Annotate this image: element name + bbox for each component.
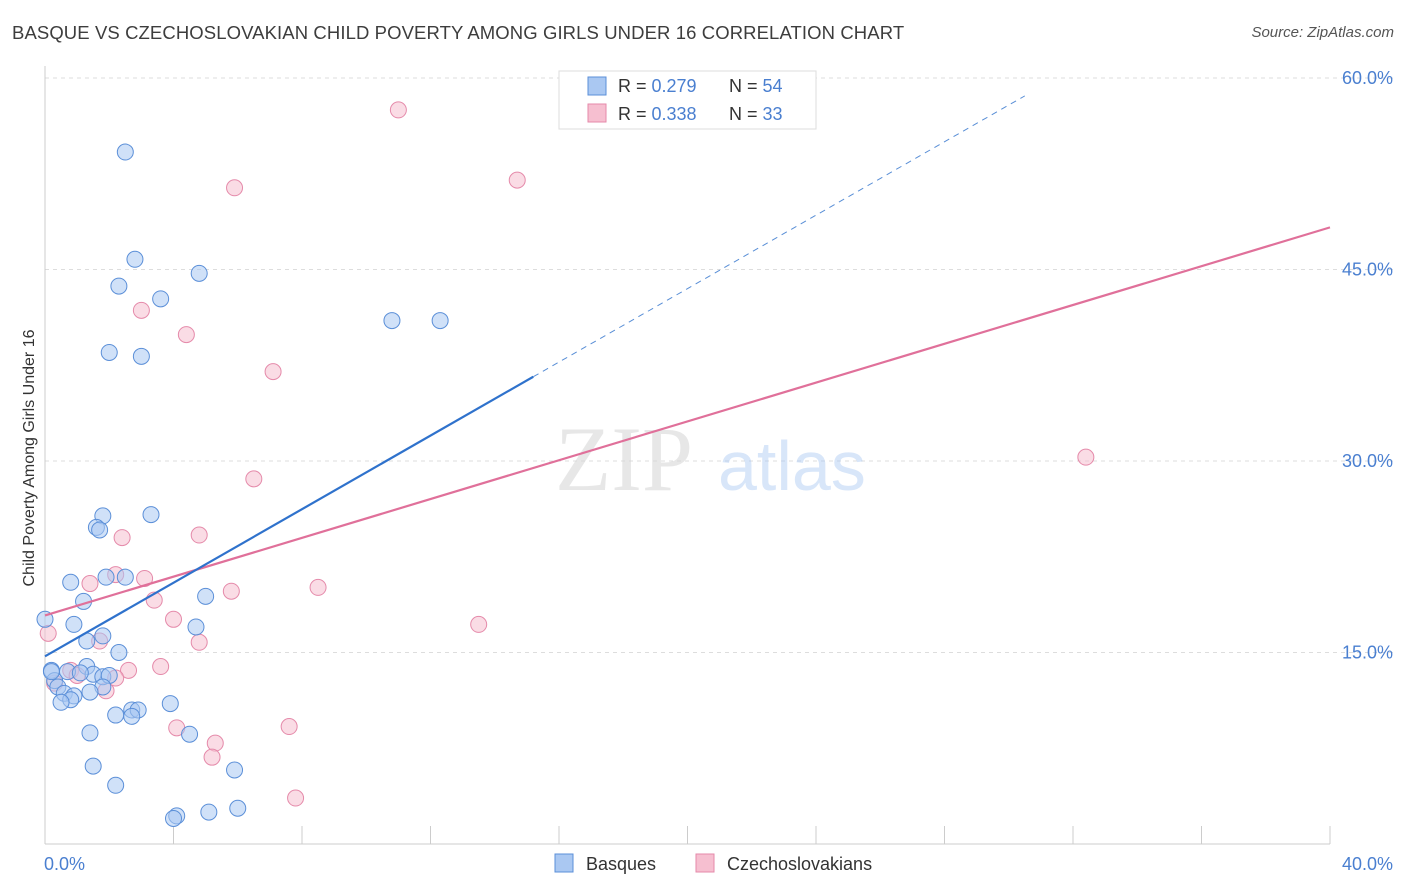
czechoslovakians-point [152, 658, 170, 676]
czechoslovakians-point [226, 179, 244, 197]
basques-point [126, 250, 144, 268]
x-tick-label: 40.0% [1342, 854, 1393, 874]
basques-point [132, 347, 150, 365]
svg-text:N = 33: N = 33 [729, 104, 783, 124]
y-tick-label: 30.0% [1342, 451, 1393, 471]
legend-swatch-czechoslovakians [587, 103, 607, 123]
czechoslovakians-point [132, 301, 150, 319]
czechoslovakians-point [203, 748, 221, 766]
czechoslovakians-point [222, 582, 240, 600]
watermark-zip: ZIP [555, 408, 693, 510]
basques-point [200, 803, 218, 821]
basques-point [52, 693, 70, 711]
basques-point [71, 664, 89, 682]
y-tick-label: 15.0% [1342, 643, 1393, 663]
series-legend-swatch-basques [554, 853, 574, 873]
tick-labels: 15.0% 30.0% 45.0% 60.0% 0.0% 40.0% [44, 68, 1393, 874]
czechoslovakians-point [470, 615, 488, 633]
basques-trendline [44, 375, 534, 658]
legend-n-label-czechoslovakians: N = [729, 104, 763, 124]
y-axis-label: Child Poverty Among Girls Under 16 [21, 329, 38, 586]
y-tick-label: 45.0% [1342, 260, 1393, 280]
basques-point [65, 615, 83, 633]
series-legend-swatch-czechoslovakians [695, 853, 715, 873]
basques-point [190, 264, 208, 282]
watermark: ZIP atlas [555, 408, 866, 510]
basques-point [116, 568, 134, 586]
legend-n-label-basques: N = [729, 76, 763, 96]
czechoslovakians-point [177, 326, 195, 344]
basques-point [197, 587, 215, 605]
basques-point [229, 799, 247, 817]
watermark-atlas: atlas [718, 427, 866, 505]
czechoslovakians-point [39, 624, 57, 642]
czechoslovakians-point [81, 575, 99, 593]
czechoslovakians-trendline [44, 226, 1331, 617]
czechoslovakians-point [165, 610, 182, 628]
czechoslovakians-point [280, 718, 298, 736]
basques-point [181, 725, 199, 743]
svg-text:N = 54: N = 54 [729, 76, 783, 96]
basques-point [94, 627, 112, 645]
y-tick-label: 60.0% [1342, 68, 1393, 88]
source-label: Source: ZipAtlas.com [1251, 24, 1394, 41]
basques-point [431, 312, 449, 330]
basques-point [100, 343, 118, 361]
legend-r-label-basques: R = [618, 76, 652, 96]
basques-point [81, 724, 99, 742]
czechoslovakians-point [206, 734, 224, 752]
czechoslovakians-point [389, 101, 407, 119]
basques-point [187, 618, 205, 636]
basques-point [383, 312, 401, 330]
czechoslovakians-point [120, 661, 138, 679]
series-legend: Basques Czechoslovakians [554, 853, 872, 874]
x-tick-label: 0.0% [44, 854, 85, 874]
legend-n-value-czechoslovakians: 33 [763, 104, 783, 124]
svg-text:R = 0.279: R = 0.279 [618, 76, 697, 96]
basques-point [116, 143, 134, 161]
czechoslovakians-point [245, 470, 263, 488]
stats-legend: R = 0.279 N = 54 R = 0.338 N = 33 [558, 70, 817, 130]
basques-point [107, 776, 125, 794]
czechoslovakians-point [264, 363, 282, 381]
basques-point [110, 644, 128, 661]
series-legend-label-basques: Basques [586, 854, 656, 874]
basques-point [142, 506, 160, 524]
series-legend-label-czechoslovakians: Czechoslovakians [727, 854, 872, 874]
czechoslovakians-point [1077, 448, 1095, 466]
czechoslovakians-point [113, 529, 131, 547]
basques-point [110, 277, 128, 295]
basques-point [165, 809, 182, 827]
basques-point [81, 683, 99, 701]
czechoslovakians-point [508, 171, 526, 189]
basques-point [97, 568, 115, 586]
basques-point [152, 290, 170, 308]
basques-point [161, 695, 179, 713]
basques-point [226, 761, 244, 779]
basques-point [123, 707, 141, 725]
chart-title: BASQUE VS CZECHOSLOVAKIAN CHILD POVERTY … [12, 22, 905, 43]
basques-point [91, 521, 109, 539]
czechoslovakians-point [190, 633, 208, 651]
svg-text:R = 0.338: R = 0.338 [618, 104, 697, 124]
trendlines [44, 95, 1331, 658]
legend-r-label-czechoslovakians: R = [618, 104, 652, 124]
legend-r-value-czechoslovakians: 0.338 [652, 104, 697, 124]
basques-point [42, 663, 60, 681]
czechoslovakians-point [190, 526, 208, 544]
basques-trendline-extension [533, 95, 1026, 378]
legend-r-value-basques: 0.279 [652, 76, 697, 96]
legend-n-value-basques: 54 [763, 76, 783, 96]
basques-points [36, 143, 449, 827]
gridlines [45, 77, 1395, 653]
legend-swatch-basques [587, 76, 607, 96]
czechoslovakians-point [287, 789, 305, 807]
axes [44, 66, 1331, 845]
czechoslovakians-point [309, 578, 327, 596]
basques-point [107, 706, 125, 724]
basques-point [84, 757, 102, 775]
basques-point [62, 573, 80, 591]
